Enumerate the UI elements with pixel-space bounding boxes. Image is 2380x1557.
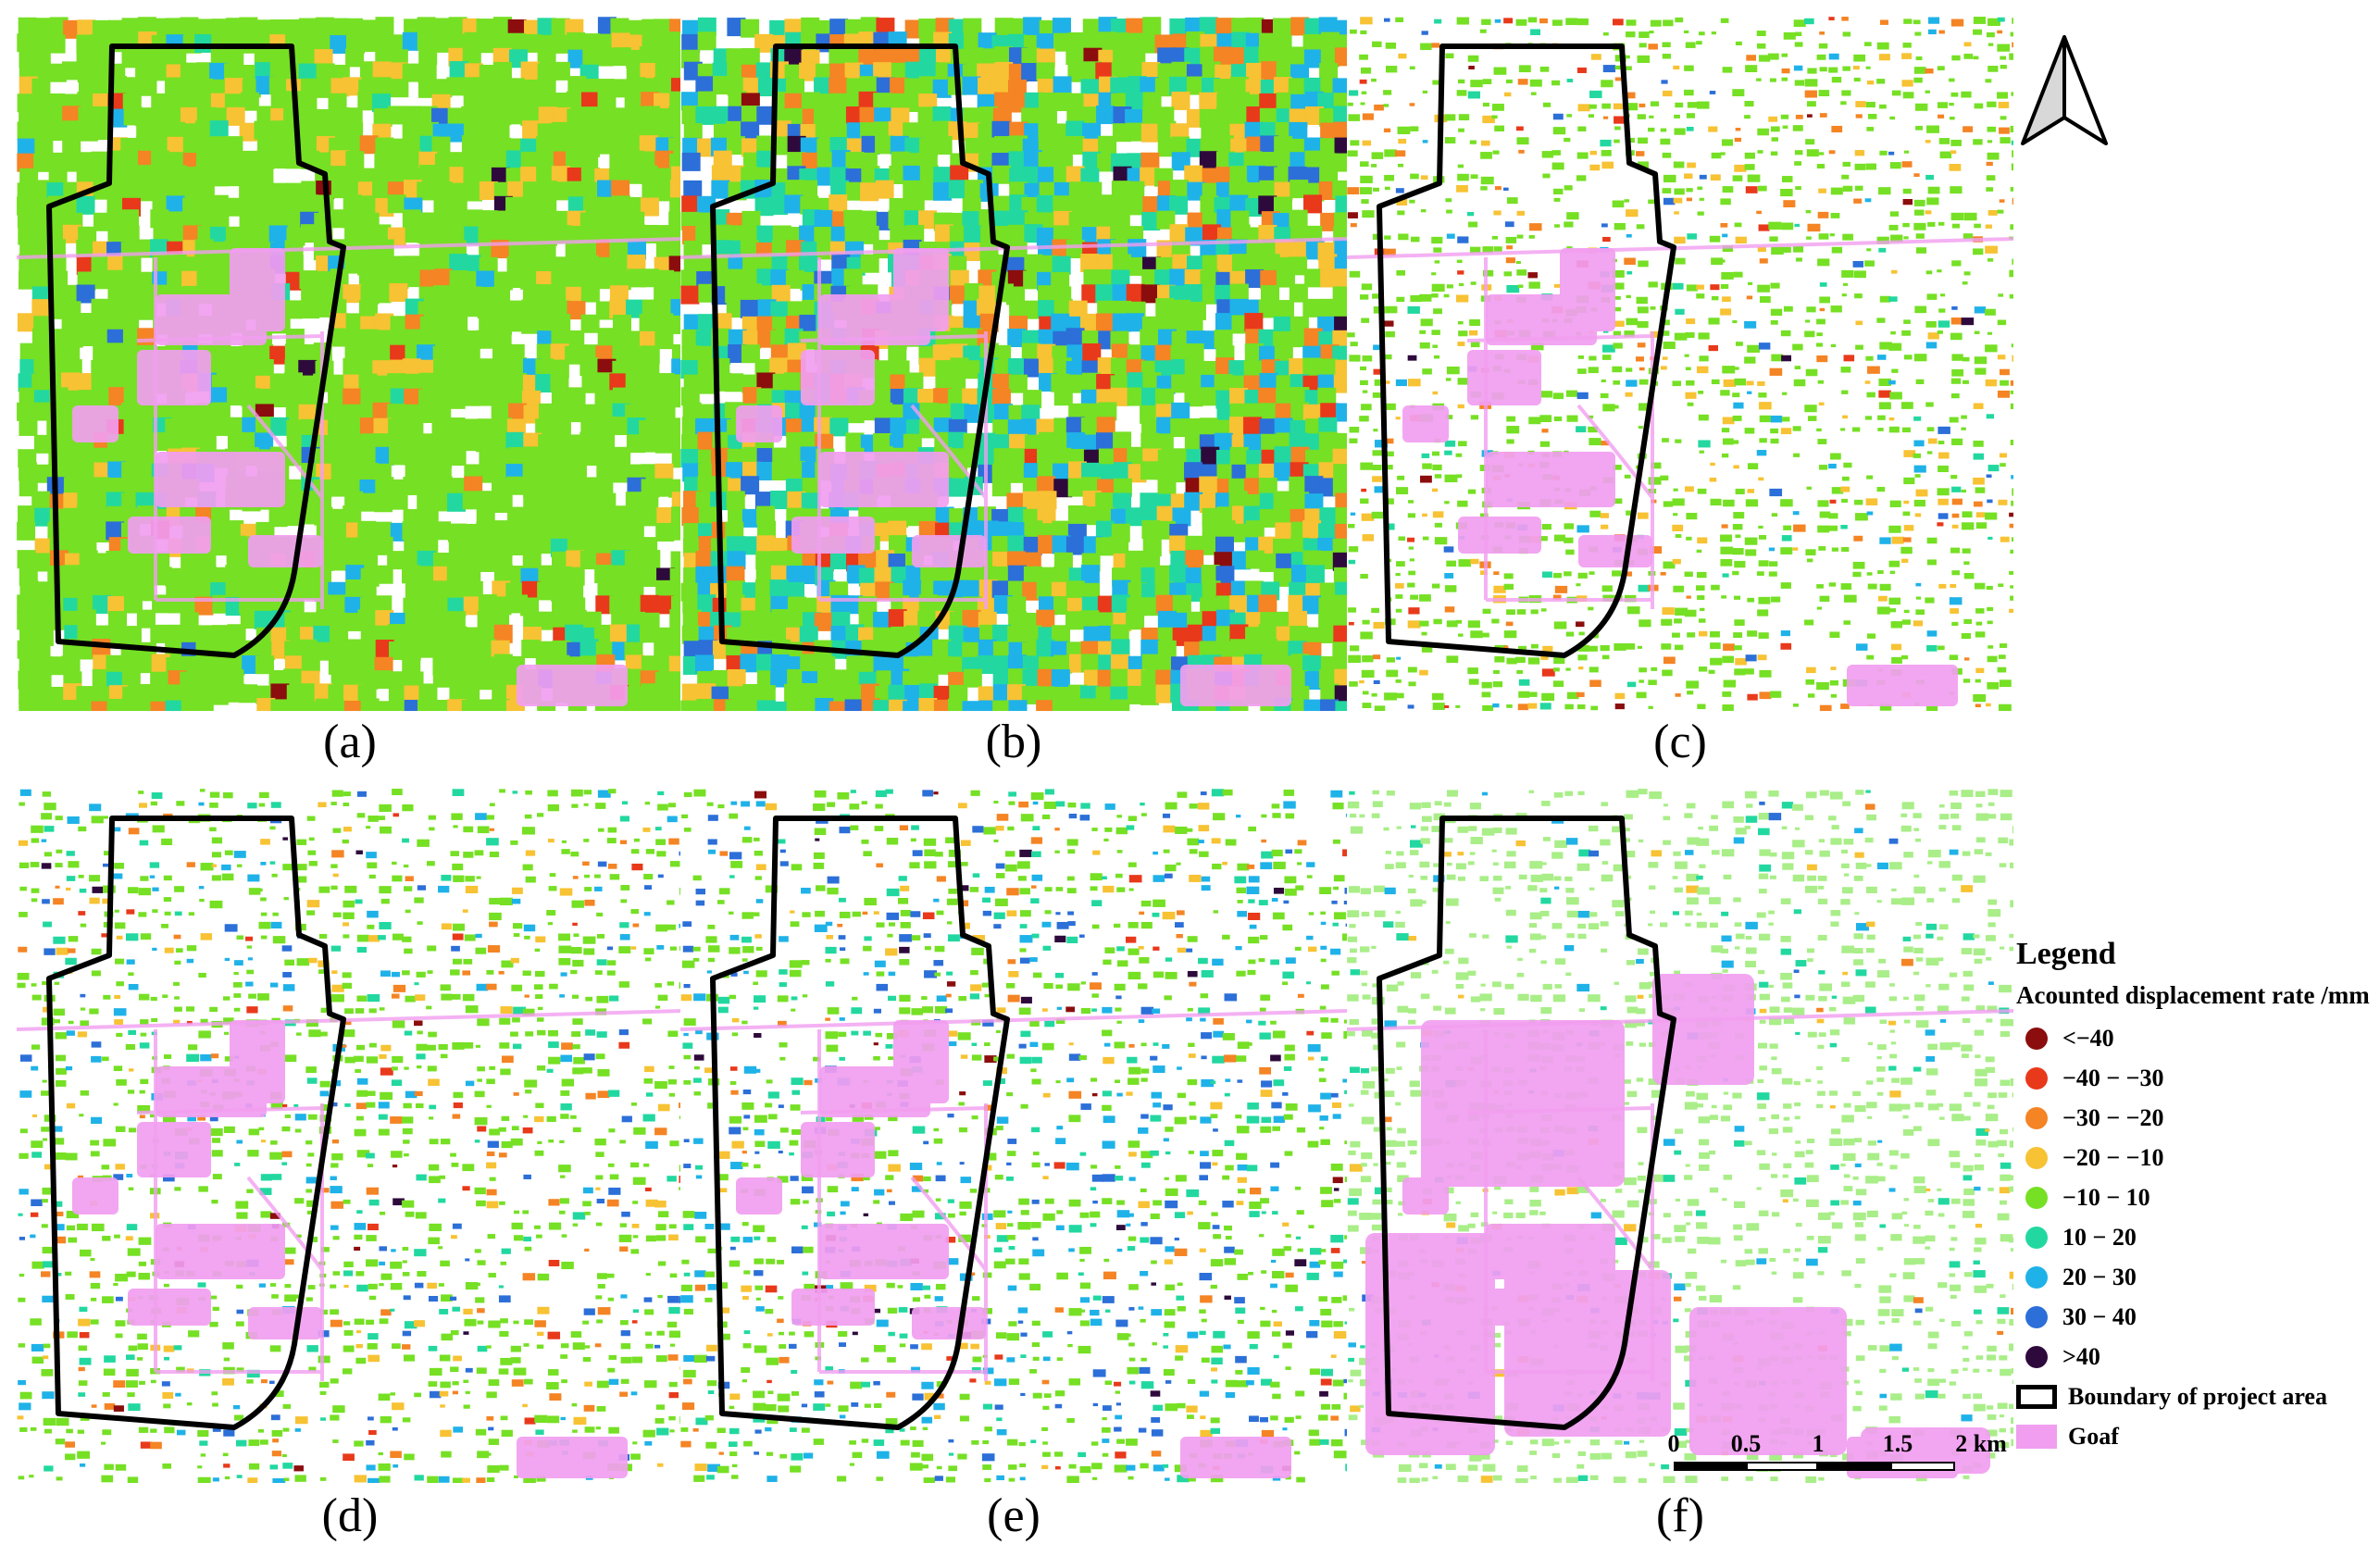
map-f bbox=[1347, 789, 2013, 1483]
scale-tick-0: 0 bbox=[1667, 1430, 1680, 1457]
legend-dot-5 bbox=[2025, 1226, 2048, 1249]
caption-d: (d) bbox=[321, 1489, 379, 1542]
caption-c: (c) bbox=[1653, 716, 1707, 768]
legend-class-0: <−40 bbox=[2016, 1018, 2377, 1058]
scale-segment-1 bbox=[1674, 1462, 1746, 1471]
scale-tick-1: 0.5 bbox=[1730, 1430, 1762, 1457]
map-panel-e bbox=[680, 789, 1347, 1483]
caption-b: (b) bbox=[985, 716, 1042, 768]
legend-dot-7 bbox=[2025, 1305, 2048, 1328]
scale-segment-2 bbox=[1746, 1462, 1818, 1471]
legend-class-label: −10 − 10 bbox=[2062, 1183, 2150, 1211]
caption-a: (a) bbox=[323, 716, 377, 768]
boundary-swatch bbox=[2016, 1384, 2057, 1409]
map-panel-c bbox=[1347, 17, 2013, 711]
legend-dot-4 bbox=[2025, 1186, 2048, 1209]
legend-class-label: −40 − −30 bbox=[2062, 1064, 2164, 1091]
legend-class-label: >40 bbox=[2062, 1342, 2100, 1370]
map-panel-a bbox=[17, 17, 683, 711]
legend-class-1: −40 − −30 bbox=[2016, 1058, 2377, 1098]
legend-class-label: <−40 bbox=[2062, 1024, 2114, 1052]
legend: Legend Acounted displacement rate /mm <−… bbox=[2016, 937, 2377, 1492]
legend-class-label: 20 − 30 bbox=[2062, 1263, 2137, 1290]
legend-class-3: −20 − −10 bbox=[2016, 1138, 2377, 1177]
north-arrow-icon bbox=[2013, 32, 2115, 153]
scale-tick-2: 1 bbox=[1812, 1430, 1825, 1457]
map-panel-d bbox=[17, 789, 683, 1483]
legend-class-label: 30 − 40 bbox=[2062, 1302, 2137, 1330]
scale-segment-4 bbox=[1890, 1462, 1955, 1471]
scale-bar: 0 0.5 1 1.5 2 km bbox=[1666, 1430, 2018, 1476]
caption-e: (e) bbox=[987, 1489, 1040, 1542]
legend-goaf: Goaf bbox=[2016, 1416, 2377, 1456]
legend-dot-1 bbox=[2025, 1066, 2048, 1090]
legend-boundary: Boundary of project area bbox=[2016, 1376, 2377, 1416]
legend-dot-3 bbox=[2025, 1146, 2048, 1169]
map-b bbox=[680, 17, 1347, 711]
legend-class-7: 30 − 40 bbox=[2016, 1297, 2377, 1337]
legend-class-label: −30 − −20 bbox=[2062, 1103, 2164, 1131]
legend-dot-2 bbox=[2025, 1106, 2048, 1129]
scale-tick-3: 1.5 bbox=[1882, 1430, 1913, 1457]
legend-class-5: 10 − 20 bbox=[2016, 1217, 2377, 1257]
map-panel-f bbox=[1347, 789, 2013, 1483]
legend-class-label: 10 − 20 bbox=[2062, 1223, 2137, 1251]
scale-segment-3 bbox=[1818, 1462, 1890, 1471]
legend-dot-8 bbox=[2025, 1345, 2048, 1368]
map-panel-b bbox=[680, 17, 1347, 711]
legend-class-8: >40 bbox=[2016, 1337, 2377, 1376]
map-d bbox=[17, 789, 683, 1483]
legend-dot-0 bbox=[2025, 1027, 2048, 1050]
legend-dot-6 bbox=[2025, 1265, 2048, 1289]
legend-class-label: −20 − −10 bbox=[2062, 1143, 2164, 1171]
legend-goaf-label: Goaf bbox=[2068, 1422, 2119, 1450]
legend-boundary-label: Boundary of project area bbox=[2068, 1382, 2327, 1410]
goaf-swatch bbox=[2016, 1424, 2057, 1449]
legend-class-4: −10 − 10 bbox=[2016, 1177, 2377, 1217]
legend-title: Legend bbox=[2016, 937, 2116, 971]
legend-class-2: −30 − −20 bbox=[2016, 1098, 2377, 1138]
legend-subtitle: Acounted displacement rate /mm bbox=[2016, 981, 2370, 1009]
caption-f: (f) bbox=[1656, 1489, 1704, 1542]
legend-classes: <−40 −40 − −30 −30 − −20 −20 − −10 −10 − 10 1… bbox=[2016, 1018, 2377, 1376]
map-a bbox=[17, 17, 683, 711]
map-c bbox=[1347, 17, 2013, 711]
legend-class-6: 20 − 30 bbox=[2016, 1257, 2377, 1297]
map-e bbox=[680, 789, 1347, 1483]
scale-tick-4: 2 km bbox=[1955, 1430, 2007, 1457]
